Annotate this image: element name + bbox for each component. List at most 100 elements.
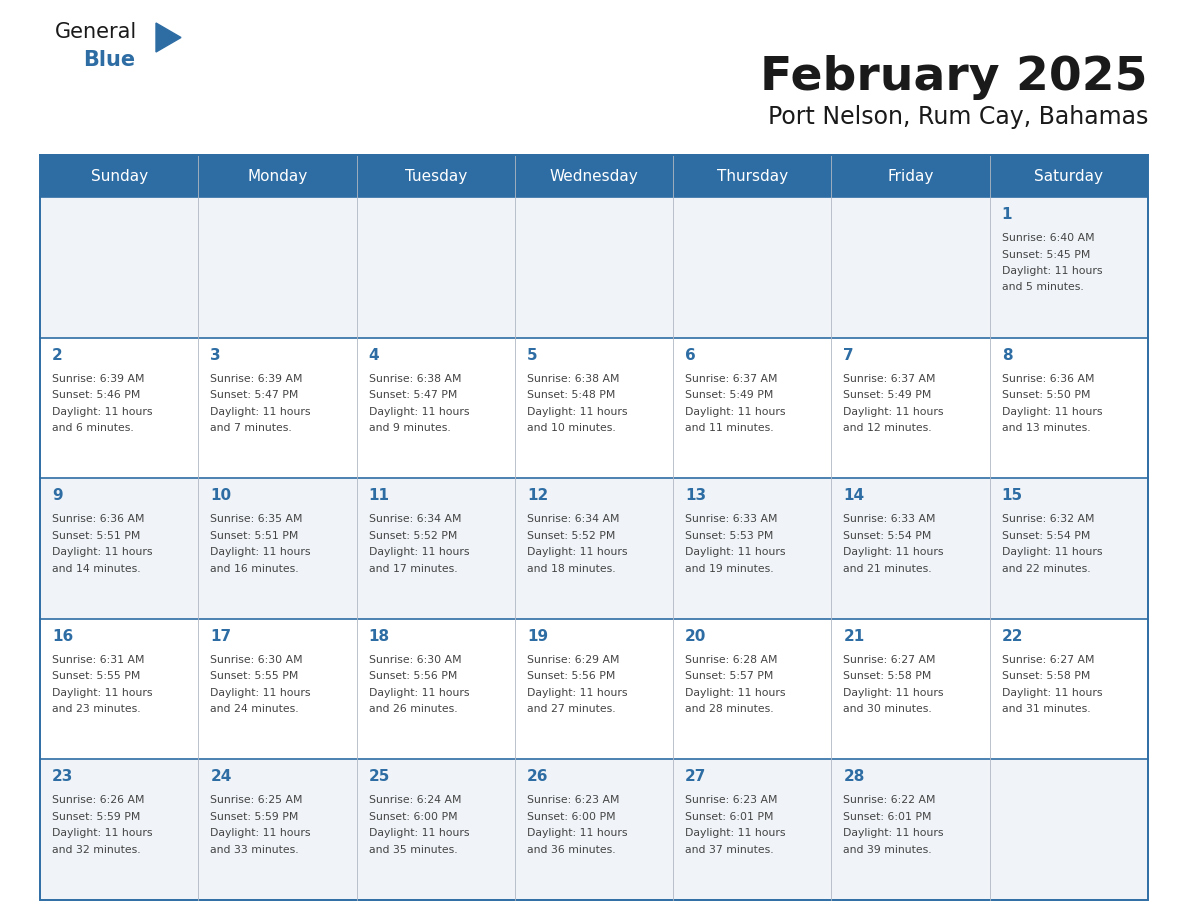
Text: Sunset: 5:55 PM: Sunset: 5:55 PM <box>52 671 140 681</box>
Text: 8: 8 <box>1001 348 1012 363</box>
Text: Sunset: 6:00 PM: Sunset: 6:00 PM <box>526 812 615 822</box>
Text: Sunrise: 6:27 AM: Sunrise: 6:27 AM <box>843 655 936 665</box>
Text: 5: 5 <box>526 348 537 363</box>
Text: Daylight: 11 hours: Daylight: 11 hours <box>210 547 311 557</box>
Text: Sunset: 5:50 PM: Sunset: 5:50 PM <box>1001 390 1091 400</box>
Text: Sunset: 5:55 PM: Sunset: 5:55 PM <box>210 671 298 681</box>
Text: Daylight: 11 hours: Daylight: 11 hours <box>843 407 944 417</box>
Text: Sunset: 5:52 PM: Sunset: 5:52 PM <box>526 531 615 541</box>
Text: and 23 minutes.: and 23 minutes. <box>52 704 140 714</box>
Text: Daylight: 11 hours: Daylight: 11 hours <box>1001 266 1102 276</box>
Text: Daylight: 11 hours: Daylight: 11 hours <box>526 407 627 417</box>
Text: and 10 minutes.: and 10 minutes. <box>526 423 615 433</box>
Text: Sunset: 6:01 PM: Sunset: 6:01 PM <box>685 812 773 822</box>
Text: and 19 minutes.: and 19 minutes. <box>685 564 773 574</box>
Text: Sunset: 5:47 PM: Sunset: 5:47 PM <box>210 390 298 400</box>
Text: 16: 16 <box>52 629 74 644</box>
Text: Sunset: 5:58 PM: Sunset: 5:58 PM <box>1001 671 1091 681</box>
Text: Sunrise: 6:37 AM: Sunrise: 6:37 AM <box>685 374 778 384</box>
Text: and 7 minutes.: and 7 minutes. <box>210 423 292 433</box>
Text: Sunset: 5:45 PM: Sunset: 5:45 PM <box>1001 250 1091 260</box>
Text: 10: 10 <box>210 488 232 503</box>
Text: Sunset: 5:57 PM: Sunset: 5:57 PM <box>685 671 773 681</box>
Text: Sunrise: 6:30 AM: Sunrise: 6:30 AM <box>368 655 461 665</box>
Text: 18: 18 <box>368 629 390 644</box>
Text: Daylight: 11 hours: Daylight: 11 hours <box>52 688 152 698</box>
Text: Daylight: 11 hours: Daylight: 11 hours <box>368 688 469 698</box>
Text: Sunset: 5:56 PM: Sunset: 5:56 PM <box>368 671 457 681</box>
Text: Sunrise: 6:25 AM: Sunrise: 6:25 AM <box>210 795 303 805</box>
Text: Sunset: 5:56 PM: Sunset: 5:56 PM <box>526 671 615 681</box>
Text: Sunset: 5:54 PM: Sunset: 5:54 PM <box>843 531 931 541</box>
Text: 22: 22 <box>1001 629 1023 644</box>
Text: Daylight: 11 hours: Daylight: 11 hours <box>52 828 152 838</box>
Text: Blue: Blue <box>83 50 135 70</box>
Text: and 31 minutes.: and 31 minutes. <box>1001 704 1091 714</box>
Text: 25: 25 <box>368 769 390 784</box>
Text: 3: 3 <box>210 348 221 363</box>
Text: Port Nelson, Rum Cay, Bahamas: Port Nelson, Rum Cay, Bahamas <box>767 105 1148 129</box>
Text: Sunset: 5:59 PM: Sunset: 5:59 PM <box>52 812 140 822</box>
Text: and 24 minutes.: and 24 minutes. <box>210 704 299 714</box>
Text: 6: 6 <box>685 348 696 363</box>
Text: 19: 19 <box>526 629 548 644</box>
Text: and 30 minutes.: and 30 minutes. <box>843 704 933 714</box>
Text: 24: 24 <box>210 769 232 784</box>
Text: Daylight: 11 hours: Daylight: 11 hours <box>368 407 469 417</box>
Text: 26: 26 <box>526 769 549 784</box>
Text: Daylight: 11 hours: Daylight: 11 hours <box>843 547 944 557</box>
Text: and 36 minutes.: and 36 minutes. <box>526 845 615 855</box>
Text: 17: 17 <box>210 629 232 644</box>
Text: Sunrise: 6:33 AM: Sunrise: 6:33 AM <box>685 514 778 524</box>
Text: Sunrise: 6:34 AM: Sunrise: 6:34 AM <box>526 514 619 524</box>
Text: Monday: Monday <box>247 169 308 184</box>
Text: Daylight: 11 hours: Daylight: 11 hours <box>1001 547 1102 557</box>
Text: 1: 1 <box>1001 207 1012 222</box>
Text: Sunset: 6:01 PM: Sunset: 6:01 PM <box>843 812 931 822</box>
Text: 4: 4 <box>368 348 379 363</box>
Text: Daylight: 11 hours: Daylight: 11 hours <box>210 688 311 698</box>
Bar <box>40 338 1148 478</box>
Text: 20: 20 <box>685 629 707 644</box>
Text: and 39 minutes.: and 39 minutes. <box>843 845 933 855</box>
Text: Sunrise: 6:39 AM: Sunrise: 6:39 AM <box>52 374 145 384</box>
Bar <box>40 619 1148 759</box>
Text: Sunday: Sunday <box>90 169 147 184</box>
Bar <box>40 155 1148 197</box>
Text: Sunrise: 6:34 AM: Sunrise: 6:34 AM <box>368 514 461 524</box>
Text: Daylight: 11 hours: Daylight: 11 hours <box>52 547 152 557</box>
Text: Sunrise: 6:38 AM: Sunrise: 6:38 AM <box>526 374 619 384</box>
Text: Sunset: 5:48 PM: Sunset: 5:48 PM <box>526 390 615 400</box>
Text: Daylight: 11 hours: Daylight: 11 hours <box>843 688 944 698</box>
Text: and 6 minutes.: and 6 minutes. <box>52 423 134 433</box>
Text: Sunset: 6:00 PM: Sunset: 6:00 PM <box>368 812 457 822</box>
Text: General: General <box>55 22 138 42</box>
Text: and 21 minutes.: and 21 minutes. <box>843 564 933 574</box>
Text: Sunset: 5:52 PM: Sunset: 5:52 PM <box>368 531 457 541</box>
Text: Daylight: 11 hours: Daylight: 11 hours <box>526 547 627 557</box>
Polygon shape <box>156 23 181 52</box>
Text: Sunrise: 6:24 AM: Sunrise: 6:24 AM <box>368 795 461 805</box>
Text: Daylight: 11 hours: Daylight: 11 hours <box>685 688 785 698</box>
Text: Daylight: 11 hours: Daylight: 11 hours <box>1001 407 1102 417</box>
Text: Daylight: 11 hours: Daylight: 11 hours <box>52 407 152 417</box>
Text: Sunrise: 6:36 AM: Sunrise: 6:36 AM <box>52 514 145 524</box>
Text: Daylight: 11 hours: Daylight: 11 hours <box>843 828 944 838</box>
Text: 9: 9 <box>52 488 63 503</box>
Text: Saturday: Saturday <box>1035 169 1104 184</box>
Text: Tuesday: Tuesday <box>405 169 467 184</box>
Text: 23: 23 <box>52 769 74 784</box>
Text: 11: 11 <box>368 488 390 503</box>
Text: 12: 12 <box>526 488 548 503</box>
Text: 15: 15 <box>1001 488 1023 503</box>
Text: Sunrise: 6:26 AM: Sunrise: 6:26 AM <box>52 795 145 805</box>
Text: Daylight: 11 hours: Daylight: 11 hours <box>685 547 785 557</box>
Text: Sunset: 5:51 PM: Sunset: 5:51 PM <box>52 531 140 541</box>
Text: Sunrise: 6:27 AM: Sunrise: 6:27 AM <box>1001 655 1094 665</box>
Bar <box>40 197 1148 338</box>
Text: 2: 2 <box>52 348 63 363</box>
Text: Sunrise: 6:29 AM: Sunrise: 6:29 AM <box>526 655 619 665</box>
Text: Sunset: 5:49 PM: Sunset: 5:49 PM <box>843 390 931 400</box>
Text: and 14 minutes.: and 14 minutes. <box>52 564 140 574</box>
Text: Sunrise: 6:31 AM: Sunrise: 6:31 AM <box>52 655 145 665</box>
